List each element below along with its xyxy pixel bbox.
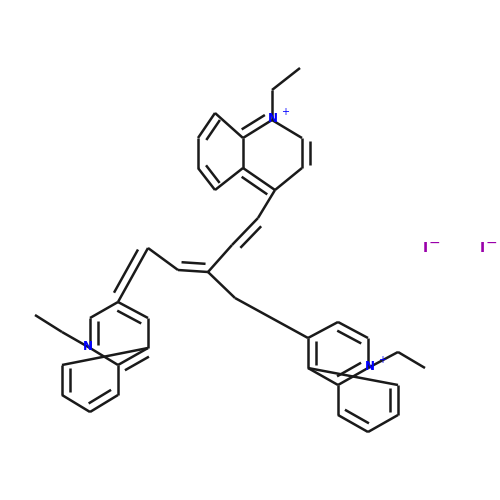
Text: +: + — [378, 355, 386, 365]
Text: N: N — [83, 340, 93, 352]
Text: I: I — [422, 241, 428, 255]
Text: −: − — [485, 236, 497, 250]
Text: +: + — [281, 107, 289, 117]
Text: I: I — [480, 241, 484, 255]
Text: N: N — [365, 360, 375, 372]
Text: −: − — [428, 236, 440, 250]
Text: N: N — [268, 112, 278, 124]
